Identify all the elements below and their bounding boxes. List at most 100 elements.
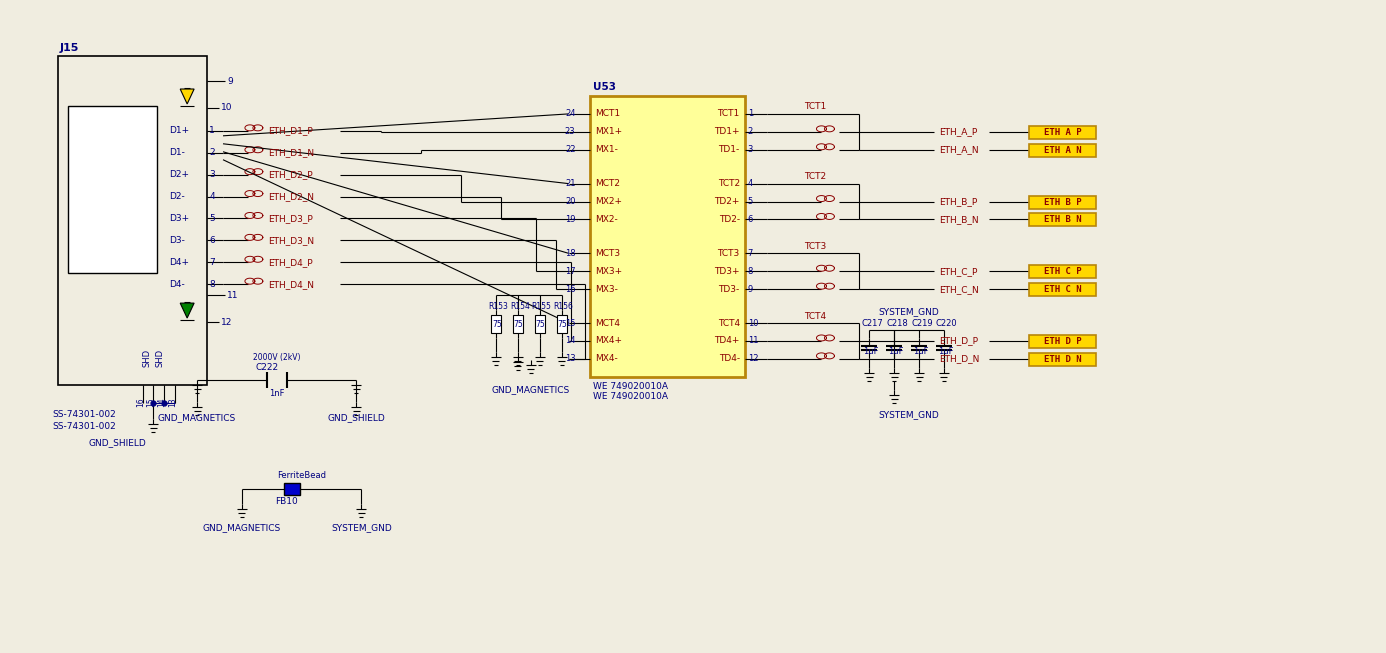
Text: ETH_C_N: ETH_C_N [938,285,979,294]
Text: 6: 6 [748,215,753,224]
Text: 16: 16 [565,285,575,294]
Bar [590,96,744,377]
Bar [1028,195,1096,208]
Bar [1028,126,1096,139]
Text: TCT1: TCT1 [718,110,740,118]
Text: TD2+: TD2+ [714,197,740,206]
Text: ETH_A_N: ETH_A_N [938,145,979,154]
Text: WE 749020010A: WE 749020010A [593,382,668,391]
Text: J15: J15 [60,43,79,53]
Text: ETH_B_N: ETH_B_N [938,215,979,224]
Text: 11: 11 [748,336,758,345]
Bar [284,483,299,495]
Bar [1028,144,1096,157]
Text: 15: 15 [565,319,575,328]
Text: 17: 17 [565,266,575,276]
Bar [1028,265,1096,278]
Text: D1+: D1+ [169,126,190,135]
Text: ETH_D1_P: ETH_D1_P [267,126,313,135]
Text: MCT1: MCT1 [596,110,621,118]
Text: TCT2: TCT2 [718,179,740,188]
Text: TCT3: TCT3 [718,249,740,258]
Text: R153: R153 [488,302,507,311]
Text: MX1+: MX1+ [596,127,622,136]
Text: TCT1: TCT1 [804,103,827,112]
Text: D1-: D1- [169,148,186,157]
Text: 75: 75 [535,319,546,328]
Text: 1uF: 1uF [938,347,954,357]
Text: U53: U53 [593,82,617,92]
Bar [68,106,157,273]
Text: GND_MAGNETICS: GND_MAGNETICS [202,522,281,532]
Text: 4: 4 [748,179,753,188]
Text: 14: 14 [157,397,166,407]
Text: 2: 2 [209,148,215,157]
Text: R154: R154 [510,302,529,311]
Text: GND_MAGNETICS: GND_MAGNETICS [492,385,570,394]
Text: 75: 75 [557,319,567,328]
Text: 15: 15 [146,397,155,407]
Text: TD2-: TD2- [719,215,740,224]
Text: TCT4: TCT4 [804,311,826,321]
Text: 3: 3 [209,170,215,179]
Text: 11: 11 [227,291,238,300]
Text: SS-74301-002: SS-74301-002 [53,410,116,419]
Text: D4-: D4- [169,279,184,289]
Text: TCT3: TCT3 [804,242,827,251]
Text: WE 749020010A: WE 749020010A [593,392,668,401]
Text: 2: 2 [748,127,753,136]
Text: 9: 9 [227,76,233,86]
Text: ETH B P: ETH B P [1044,197,1081,206]
Text: ETH C N: ETH C N [1044,285,1081,294]
Text: 18: 18 [565,249,575,258]
Text: D4+: D4+ [169,258,190,267]
Text: 8: 8 [209,279,215,289]
Text: MX4+: MX4+ [596,336,622,345]
Text: 6: 6 [209,236,215,245]
Text: D3+: D3+ [169,214,190,223]
Text: TD3+: TD3+ [714,266,740,276]
Text: 75: 75 [514,319,524,328]
Text: 23: 23 [565,127,575,136]
Bar [557,315,567,333]
Text: MX3+: MX3+ [596,266,622,276]
Text: 1uF: 1uF [888,347,904,357]
Bar [535,315,545,333]
Text: 19: 19 [565,215,575,224]
Text: ETH_D3_P: ETH_D3_P [267,214,313,223]
Text: ETH_A_P: ETH_A_P [938,127,977,136]
Text: SHD: SHD [143,349,152,367]
Text: TD1-: TD1- [718,145,740,154]
Text: 7: 7 [209,258,215,267]
Text: 12: 12 [220,317,233,326]
Text: TD1+: TD1+ [714,127,740,136]
Text: MX3-: MX3- [596,285,618,294]
Text: ETH_B_P: ETH_B_P [938,197,977,206]
Text: GND_MAGNETICS: GND_MAGNETICS [158,413,236,422]
Text: ETH_D4_P: ETH_D4_P [267,258,312,267]
Text: 14: 14 [565,336,575,345]
Text: 24: 24 [565,110,575,118]
Text: TD4-: TD4- [719,355,740,363]
Text: C218: C218 [886,319,908,328]
Text: MX2+: MX2+ [596,197,622,206]
Text: ETH D N: ETH D N [1044,355,1081,364]
Text: 7: 7 [748,249,753,258]
Text: 5: 5 [209,214,215,223]
Text: 10: 10 [220,103,233,112]
Text: ETH A N: ETH A N [1044,146,1081,155]
Text: ETH_D_N: ETH_D_N [938,355,980,363]
Text: ETH_D2_P: ETH_D2_P [267,170,312,179]
Text: ETH_D1_N: ETH_D1_N [267,148,315,157]
Text: R155: R155 [532,302,552,311]
Text: ETH C P: ETH C P [1044,267,1081,276]
Text: MX2-: MX2- [596,215,618,224]
Text: 1: 1 [748,110,753,118]
Text: 1: 1 [209,126,215,135]
Text: 13: 13 [565,355,575,363]
Text: MCT3: MCT3 [596,249,621,258]
Text: MX1-: MX1- [596,145,618,154]
Bar [491,315,500,333]
Text: SYSTEM_GND: SYSTEM_GND [879,410,940,419]
Polygon shape [180,89,194,104]
